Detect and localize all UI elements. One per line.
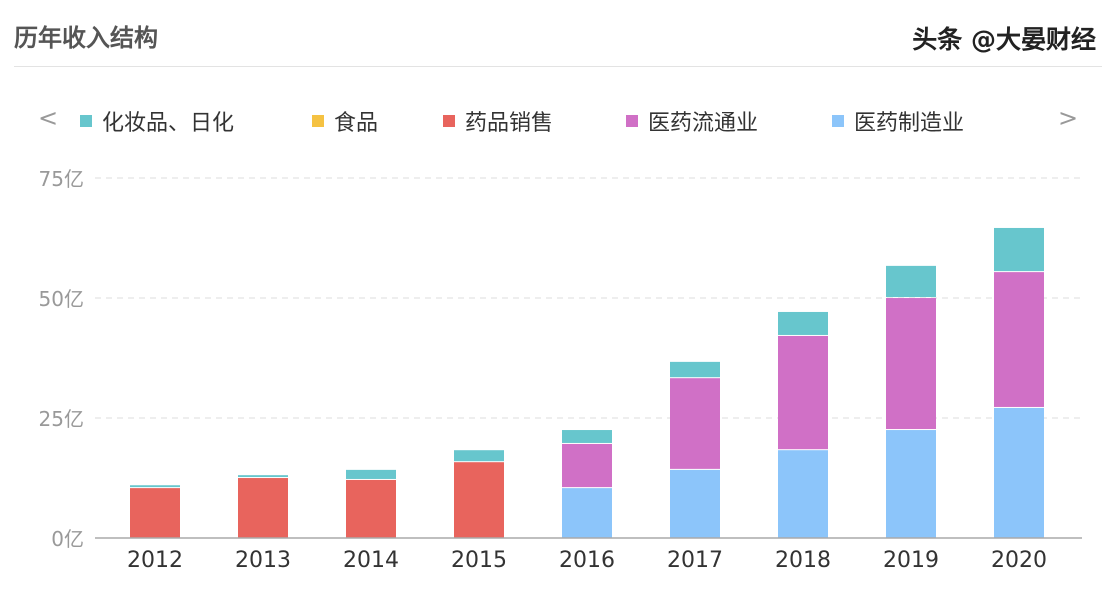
y-tick-label: 50亿 [39,287,84,311]
bar-segment [994,272,1044,407]
page-title: 历年收入结构 [14,24,158,52]
bar-segment [238,475,288,478]
bar-segment [562,443,612,488]
legend-item[interactable]: 医药流通业 [626,106,758,136]
bar-segment [562,430,612,443]
legend-item[interactable]: 化妆品、日化 [80,106,234,136]
legend-item[interactable]: 医药制造业 [832,106,964,136]
y-tick-label: 25亿 [39,407,84,431]
bar-segment [346,479,396,538]
legend-label: 药品销售 [465,111,554,136]
legend-swatch [80,115,92,127]
x-tick-label: 2015 [451,548,507,573]
bar-segment [778,450,828,538]
x-tick-label: 2014 [343,548,399,573]
bar-segment [454,450,504,462]
legend-label: 食品 [334,111,379,136]
legend-item[interactable]: 食品 [312,106,378,136]
legend-swatch [312,115,324,127]
bar-segment [778,311,828,335]
watermark: 头条 @大晏财经 [912,25,1096,54]
bar-segment [670,469,720,538]
divider [14,66,1102,67]
bar-segment [670,378,720,469]
x-tick-label: 2018 [775,548,831,573]
legend-swatch [626,115,638,127]
legend-next-button[interactable]: > [1058,104,1079,132]
y-tick-label: 0亿 [51,527,84,551]
bar-segment [886,265,936,298]
bar-segment [130,488,180,538]
bar-segment [238,478,288,538]
bar-segment [778,335,828,450]
legend-label: 化妆品、日化 [102,111,235,136]
bar-segment [886,430,936,538]
legend-swatch [443,115,455,127]
bar-segment [130,485,180,488]
legend-swatch [832,115,844,127]
bar-segment [670,361,720,378]
bar-segment [886,298,936,430]
x-tick-label: 2013 [235,548,291,573]
legend-prev-button[interactable]: < [38,104,59,132]
x-tick-label: 2019 [883,548,939,573]
bar-segment [562,488,612,538]
bar-segment [994,407,1044,538]
x-tick-label: 2020 [991,548,1047,573]
legend-item[interactable]: 药品销售 [443,106,553,136]
x-tick-label: 2016 [559,548,615,573]
bar-segment [346,469,396,479]
legend-label: 医药制造业 [854,111,965,136]
bar-segment [994,227,1044,272]
y-tick-label: 75亿 [39,167,84,191]
x-tick-label: 2012 [127,548,183,573]
x-tick-label: 2017 [667,548,723,573]
bar-segment [454,462,504,538]
legend-label: 医药流通业 [648,111,759,136]
